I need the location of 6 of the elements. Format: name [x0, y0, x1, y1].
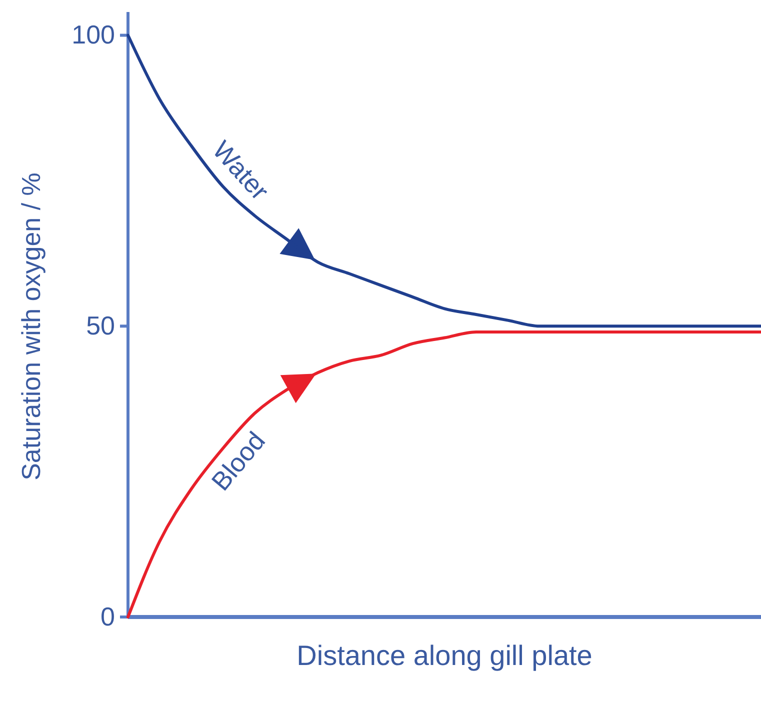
y-axis-title: Saturation with oxygen / %: [16, 172, 46, 480]
line-series: [126, 34, 761, 328]
y-tick-label: 0: [100, 601, 115, 632]
y-tick-label: 100: [72, 20, 115, 50]
y-tick-label: 50: [86, 310, 115, 340]
x-axis-title: Distance along gill plate: [296, 640, 592, 671]
